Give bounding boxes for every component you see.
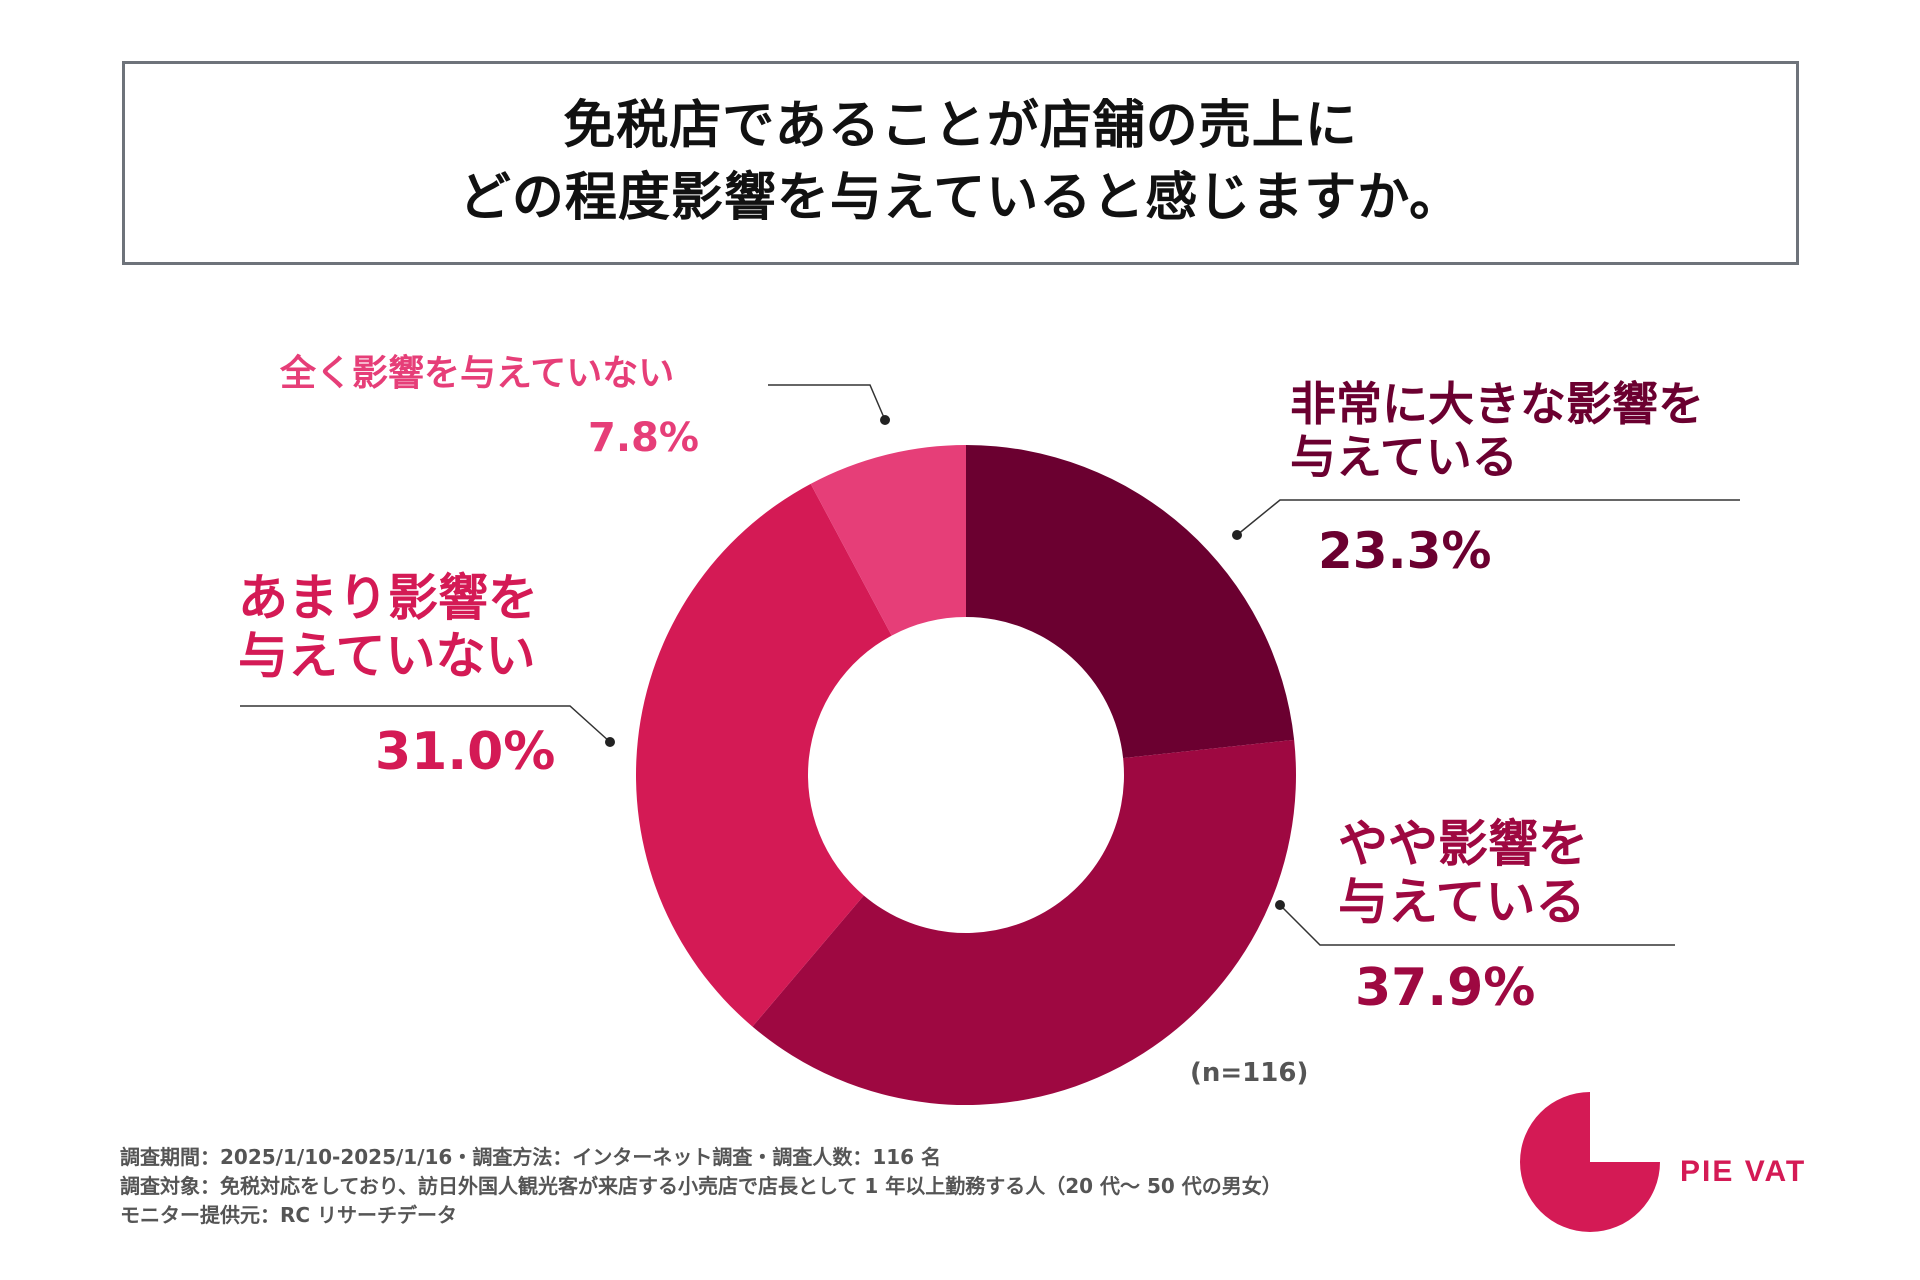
pie-logo-cutout: [1590, 1092, 1660, 1162]
donut-slice-3: [810, 445, 966, 636]
title-line-2: どの程度影響を与えていると感じますか。: [458, 168, 1463, 228]
leader-line-3: [768, 384, 886, 421]
leader-line-1: [1279, 904, 1675, 946]
footnotes: 調査期間：2025/1/10-2025/1/16・調査方法：インターネット調査・…: [120, 1143, 1282, 1230]
slice-label-0: 非常に大きな影響を 与えている: [1290, 378, 1704, 484]
slice-value-1: 37.9%: [1355, 958, 1536, 1018]
slice-label-1-line-1: やや影響を: [1338, 815, 1588, 873]
slice-label-3: 全く影響を与えていない: [280, 353, 674, 394]
footnote-3: モニター提供元：RC リサーチデータ: [120, 1203, 458, 1227]
footnote-2: 調査対象：免税対応をしており、訪日外国人観光客が来店する小売店で店長として 1 …: [120, 1174, 1282, 1198]
donut-slice-1: [752, 739, 1296, 1105]
sample-size-note: (n=116): [1190, 1058, 1309, 1088]
footnote-1: 調査期間：2025/1/10-2025/1/16・調査方法：インターネット調査・…: [120, 1145, 942, 1169]
title-line-1: 免税店であることが店舗の売上に: [563, 96, 1358, 156]
slice-value-0: 23.3%: [1318, 522, 1492, 580]
slice-label-2: あまり影響を 与えていない: [238, 569, 538, 685]
leader-dot-1: [1275, 900, 1285, 910]
slice-label-2-line-2: 与えていない: [238, 626, 536, 685]
donut-slice-0: [966, 445, 1295, 759]
leader-dot-2: [605, 737, 615, 747]
donut-slice-2: [636, 483, 892, 1027]
leader-dot-0: [1232, 530, 1242, 540]
slice-label-1-line-2: 与えている: [1338, 872, 1586, 931]
slice-label-3-line-1: 全く影響を与えていない: [280, 353, 675, 394]
slice-label-1: やや影響を 与えている: [1338, 815, 1588, 931]
title-box: 免税店であることが店舗の売上に どの程度影響を与えていると感じますか。: [122, 61, 1799, 265]
leader-dot-3: [880, 415, 890, 425]
leader-line-2: [240, 705, 611, 743]
leader-line-0: [1236, 499, 1740, 536]
slice-label-0-line-1: 非常に大きな影響を: [1290, 377, 1704, 431]
slice-value-3: 7.8%: [588, 415, 699, 461]
brand-name: PIE VAT: [1680, 1155, 1807, 1188]
pie-logo-icon: [1520, 1092, 1660, 1232]
slice-label-2-line-1: あまり影響を: [238, 569, 538, 627]
slice-label-0-line-2: 与えている: [1290, 429, 1518, 484]
slice-value-2: 31.0%: [375, 722, 556, 782]
